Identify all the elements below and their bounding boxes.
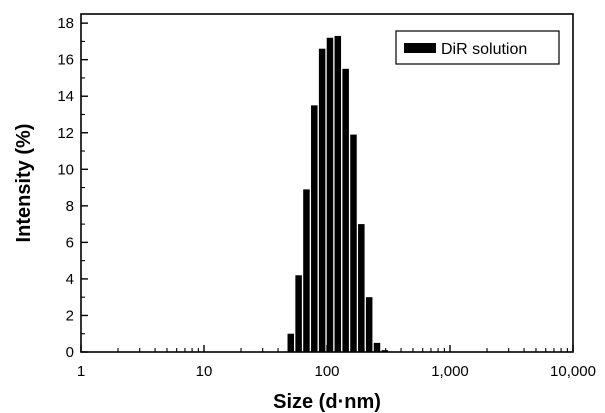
x-axis: 1 10 100 1,000 10,000: [77, 345, 596, 380]
y-tick-label: 12: [57, 125, 74, 142]
bar: [303, 189, 310, 352]
bar: [326, 37, 334, 352]
y-tick-label: 6: [66, 234, 74, 251]
bar: [381, 350, 389, 352]
bar: [342, 68, 349, 352]
bar: [295, 275, 302, 352]
x-tick-label: 100: [314, 363, 339, 380]
x-tick-label: 10,000: [550, 363, 596, 380]
bar: [311, 105, 318, 352]
bar: [350, 134, 357, 352]
y-tick-label: 16: [57, 52, 74, 69]
bar: [358, 224, 365, 352]
x-tick-label: 1,000: [431, 363, 469, 380]
bar: [373, 342, 381, 352]
x-axis-title: Size (d·nm): [273, 391, 381, 413]
y-axis: 0 2 4 6 8 10 12 14 16 18: [57, 15, 88, 361]
bar: [365, 297, 373, 352]
x-tick-label: 10: [196, 363, 213, 380]
legend-swatch: [404, 43, 436, 53]
y-tick-label: 8: [66, 198, 74, 215]
y-tick-label: 14: [57, 88, 74, 105]
y-axis-title: Intensity (%): [13, 124, 35, 243]
bars-layer: [287, 35, 389, 353]
bar: [287, 333, 295, 352]
legend-label: DiR solution: [441, 41, 527, 58]
y-tick-label: 10: [57, 161, 74, 178]
bar: [334, 35, 342, 353]
y-tick-label: 18: [57, 15, 74, 32]
y-tick-label: 4: [66, 271, 74, 288]
x-tick-label: 1: [77, 363, 85, 380]
legend: DiR solution: [395, 30, 560, 65]
y-tick-label: 2: [66, 307, 74, 324]
bar: [318, 48, 326, 353]
y-tick-label: 0: [66, 344, 74, 361]
